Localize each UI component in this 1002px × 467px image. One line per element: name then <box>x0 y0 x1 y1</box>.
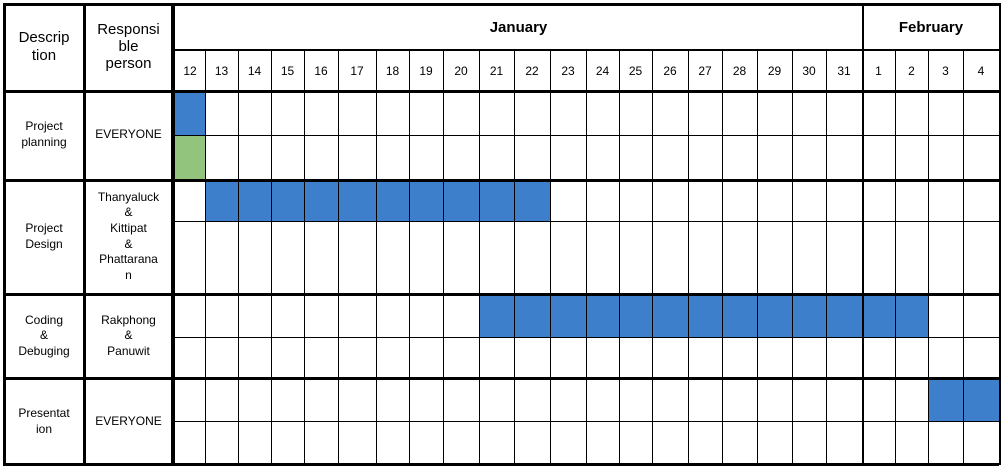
day-label: 12 <box>183 64 197 78</box>
grid-line <box>3 179 999 182</box>
day-label: 22 <box>525 64 539 78</box>
task-responsible-project-planning: EVERYONE <box>95 127 162 142</box>
day-label: 3 <box>942 64 949 78</box>
grid-line <box>175 421 999 422</box>
day-label: 28 <box>732 64 747 78</box>
gantt-bar <box>205 181 550 221</box>
grid-line <box>792 50 793 465</box>
day-label: 23 <box>561 64 575 78</box>
day-label: 13 <box>214 64 229 78</box>
grid-line <box>376 50 377 465</box>
grid-line <box>514 50 515 465</box>
month-label-february: February <box>898 18 964 36</box>
task-description-coding-debuging: Coding & Debuging <box>18 312 70 358</box>
day-label: 14 <box>247 64 262 78</box>
day-label: 29 <box>767 64 782 78</box>
grid-line <box>757 50 758 465</box>
day-label: 30 <box>802 64 816 78</box>
day-label: 24 <box>595 64 610 78</box>
grid-line <box>3 293 999 296</box>
grid-line <box>826 50 827 465</box>
day-label: 1 <box>875 64 882 78</box>
day-label: 19 <box>419 64 433 78</box>
grid-line <box>722 50 723 465</box>
grid-line <box>3 377 999 380</box>
grid-line <box>619 50 620 465</box>
grid-line <box>175 337 999 338</box>
grid-line <box>175 221 999 222</box>
day-label: 27 <box>698 64 712 78</box>
task-description-project-design: Project Design <box>25 220 63 251</box>
gantt-bar <box>175 135 205 179</box>
header-description: Descrip tion <box>18 29 70 64</box>
day-label: 17 <box>350 64 364 78</box>
grid-line <box>999 3 1001 465</box>
grid-line <box>238 50 239 465</box>
grid-line <box>83 3 86 465</box>
task-description-project-planning: Project planning <box>21 119 67 149</box>
grid-line <box>171 3 175 465</box>
task-description-presentation: Presentat ion <box>18 406 70 436</box>
grid-line <box>688 50 689 465</box>
day-label: 31 <box>837 64 851 78</box>
grid-line <box>271 50 272 465</box>
day-label: 25 <box>628 64 643 78</box>
grid-line <box>304 50 305 465</box>
grid-line <box>3 463 999 466</box>
header-responsible-person: Responsi ble person <box>97 20 160 73</box>
grid-line <box>3 90 999 93</box>
grid-line <box>409 50 410 465</box>
day-label: 2 <box>908 64 915 78</box>
grid-line <box>205 50 206 465</box>
day-label: 18 <box>385 64 400 78</box>
day-label: 15 <box>280 64 295 78</box>
day-label: 4 <box>977 64 985 78</box>
grid-line <box>928 50 929 465</box>
grid-line <box>479 50 480 465</box>
task-responsible-coding-debuging: Rakphong & Panuwit <box>101 312 156 358</box>
day-label: 20 <box>454 64 468 78</box>
task-responsible-presentation: EVERYONE <box>95 414 162 429</box>
grid-line <box>652 50 653 465</box>
grid-line <box>586 50 587 465</box>
grid-line <box>895 50 896 465</box>
grid-line <box>963 50 964 465</box>
task-responsible-project-design: Thanyaluck & Kittipat & Phattarana n <box>97 189 160 282</box>
grid-line <box>175 135 999 136</box>
grid-line <box>338 50 339 465</box>
grid-line <box>550 50 551 465</box>
grid-line <box>862 3 864 465</box>
gantt-bar <box>175 92 205 135</box>
grid-line <box>3 3 999 6</box>
day-label: 26 <box>663 64 677 78</box>
day-label: 21 <box>489 64 504 78</box>
grid-line <box>3 3 6 465</box>
day-label: 16 <box>314 64 328 78</box>
gantt-bar <box>479 295 928 337</box>
grid-line <box>443 50 444 465</box>
month-label-january: January <box>489 18 548 36</box>
